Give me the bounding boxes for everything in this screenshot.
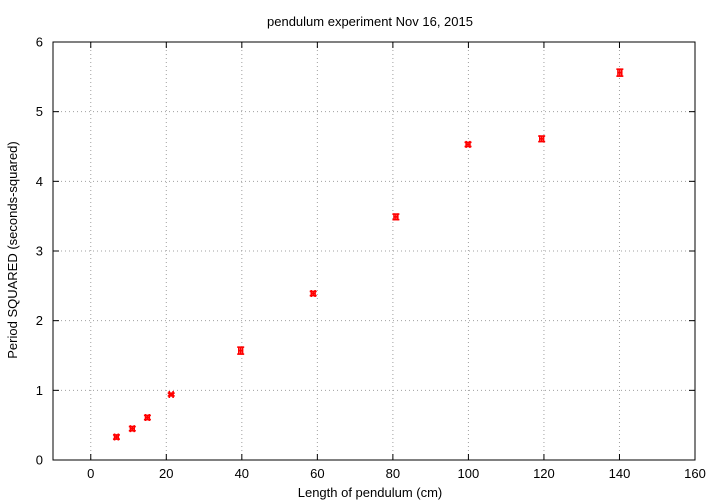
x-tick-label: 140 (609, 466, 631, 481)
chart-title: pendulum experiment Nov 16, 2015 (267, 14, 473, 29)
data-point (143, 414, 151, 422)
grid-lines (53, 41, 696, 461)
data-point (538, 135, 546, 143)
y-tick-label: 4 (36, 174, 43, 189)
y-axis: 0 1 2 3 4 5 6 (36, 35, 695, 468)
x-tick-label: 20 (159, 466, 173, 481)
data-point (616, 68, 624, 77)
y-tick-label: 1 (36, 383, 43, 398)
y-tick-label: 6 (36, 35, 43, 50)
x-tick-label: 120 (533, 466, 555, 481)
y-axis-label: Period SQUARED (seconds-squared) (5, 141, 20, 358)
data-point (392, 213, 400, 221)
x-tick-label: 60 (310, 466, 324, 481)
y-tick-label: 2 (36, 313, 43, 328)
x-axis-label: Length of pendulum (cm) (298, 485, 443, 500)
data-point (128, 425, 136, 433)
data-point (112, 433, 120, 441)
x-tick-label: 80 (386, 466, 400, 481)
data-point (309, 289, 317, 297)
x-tick-label: 160 (684, 466, 706, 481)
x-tick-label: 100 (458, 466, 480, 481)
x-tick-label: 40 (235, 466, 249, 481)
data-point (167, 391, 175, 399)
data-points (112, 68, 624, 441)
x-tick-label: 0 (87, 466, 94, 481)
data-point (464, 140, 472, 148)
y-tick-label: 3 (36, 244, 43, 259)
data-point (237, 346, 245, 355)
y-tick-label: 5 (36, 104, 43, 119)
x-axis: 0 20 40 60 80 100 120 140 160 (87, 42, 706, 481)
y-tick-label: 0 (36, 453, 43, 468)
